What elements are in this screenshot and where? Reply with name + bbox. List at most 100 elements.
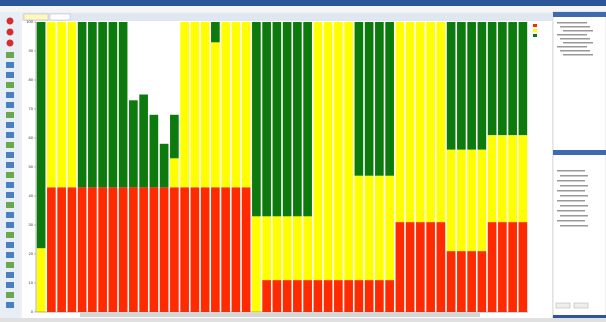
- bar-segment: [354, 22, 364, 176]
- tool-icon[interactable]: [6, 142, 14, 148]
- bar-segment: [211, 22, 220, 43]
- tool-icon[interactable]: [6, 252, 14, 258]
- tree-row: [560, 26, 590, 28]
- bar-segment: [467, 149, 476, 252]
- tool-icon[interactable]: [6, 242, 14, 248]
- button[interactable]: [555, 302, 571, 309]
- bar-segment: [190, 22, 200, 188]
- tool-icon[interactable]: [6, 132, 14, 138]
- tool-icon[interactable]: [6, 82, 14, 88]
- bar-segment: [395, 222, 405, 312]
- tree-row: [557, 190, 585, 192]
- tool-icon[interactable]: [6, 112, 14, 118]
- bar-segment: [364, 22, 374, 176]
- bar-segment: [47, 187, 56, 312]
- tool-icon[interactable]: [6, 52, 14, 58]
- bar-segment: [477, 22, 487, 150]
- bar-segment: [323, 280, 333, 312]
- tool-icon[interactable]: [6, 272, 14, 278]
- tool-icon[interactable]: [6, 262, 14, 268]
- tool-icon[interactable]: [6, 39, 14, 47]
- bar-segment: [262, 216, 271, 281]
- tool-icon[interactable]: [6, 212, 14, 218]
- tool-icon[interactable]: [6, 62, 14, 68]
- bar-segment: [241, 187, 251, 312]
- bar-segment: [98, 187, 107, 312]
- tool-icon[interactable]: [6, 152, 14, 158]
- bar-segment: [231, 187, 241, 312]
- tool-icon[interactable]: [6, 292, 14, 298]
- tool-icon[interactable]: [6, 302, 14, 308]
- bar-segment: [303, 216, 312, 281]
- y-tick-label: 100: [26, 19, 33, 24]
- bar-segment: [272, 216, 282, 281]
- tool-icon[interactable]: [6, 222, 14, 228]
- bar-segment: [221, 187, 230, 312]
- bar-segment: [477, 149, 487, 252]
- bar-segment: [313, 22, 323, 281]
- bar-segment: [170, 158, 179, 188]
- panel-header: [553, 12, 606, 17]
- tab[interactable]: [49, 13, 71, 21]
- tab[interactable]: [23, 13, 49, 21]
- bar-segment: [405, 22, 415, 223]
- bar-segment: [446, 149, 456, 252]
- bar-segment: [88, 187, 97, 312]
- bar-segment: [211, 42, 220, 188]
- tool-icon[interactable]: [6, 232, 14, 238]
- bar-segment: [231, 22, 241, 188]
- bar-segment: [272, 22, 282, 217]
- bar-segment: [57, 22, 66, 188]
- bar-segment: [518, 22, 528, 136]
- tree-row: [560, 185, 588, 187]
- y-tick-label: 70: [29, 106, 34, 111]
- bar-segment: [457, 22, 466, 150]
- tool-icon[interactable]: [6, 17, 14, 25]
- bar-segment: [98, 22, 107, 188]
- tool-icon[interactable]: [6, 72, 14, 78]
- bar-segment: [313, 280, 323, 312]
- tree-row: [560, 195, 588, 197]
- bar-segment: [282, 280, 292, 312]
- tool-icon[interactable]: [6, 102, 14, 108]
- y-tick-label: 40: [29, 193, 34, 198]
- tool-icon[interactable]: [6, 28, 14, 36]
- tree-row: [560, 50, 590, 52]
- bar-segment: [170, 187, 179, 312]
- bar-segment: [436, 222, 446, 312]
- bar-segment: [446, 22, 456, 150]
- tool-group: [6, 52, 14, 308]
- tool-icon[interactable]: [6, 192, 14, 198]
- bar-segment: [159, 143, 169, 188]
- panel-header: [553, 150, 606, 155]
- tool-icon[interactable]: [6, 122, 14, 128]
- bar-segment: [149, 114, 159, 188]
- bar-segment: [293, 216, 302, 281]
- bar-segment: [36, 248, 46, 312]
- button[interactable]: [573, 302, 589, 309]
- tool-icon[interactable]: [6, 172, 14, 178]
- bar-segment: [518, 135, 528, 223]
- bar-segment: [262, 22, 271, 217]
- tool-icon[interactable]: [6, 282, 14, 288]
- tool-icon[interactable]: [6, 92, 14, 98]
- bar-segment: [498, 22, 507, 136]
- bar-segment: [180, 187, 189, 312]
- bar-segment: [426, 22, 435, 223]
- bar-segment: [508, 222, 517, 312]
- tool-icon[interactable]: [6, 202, 14, 208]
- bar-segment: [518, 222, 528, 312]
- bar-segment: [303, 22, 312, 217]
- tree-row: [557, 22, 587, 24]
- bar-segment: [364, 175, 374, 281]
- bar-segment: [159, 187, 169, 312]
- tab-strip: [22, 13, 552, 21]
- y-tick-label: 50: [29, 164, 34, 169]
- scrollbar[interactable]: [80, 313, 480, 317]
- tree-row: [557, 180, 585, 182]
- tool-icon[interactable]: [6, 182, 14, 188]
- tree-row: [560, 175, 588, 177]
- tool-icon[interactable]: [6, 162, 14, 168]
- y-tick-label: 80: [29, 77, 34, 82]
